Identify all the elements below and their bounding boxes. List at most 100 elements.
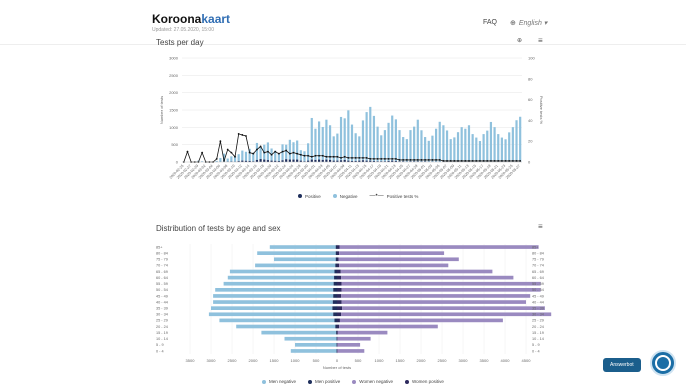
logo[interactable]: Koroonakaart (152, 12, 230, 26)
faq-link[interactable]: FAQ (483, 19, 497, 26)
legend-positive[interactable]: Positive (298, 194, 321, 199)
language-selector[interactable]: ⊕ English ▾ (510, 19, 547, 27)
x-tick-label: 3000 (459, 358, 469, 363)
positive-pct-point (428, 159, 430, 161)
negative-bar (493, 127, 495, 162)
answerbot-button[interactable]: Answerbot (603, 358, 641, 372)
positive-pct-point (326, 156, 328, 158)
age-label-right: 65 - 69 (532, 270, 544, 274)
positive-pct-point (406, 159, 408, 161)
positive-pct-point (318, 155, 320, 157)
positive-pct-point (340, 157, 342, 159)
positive-pct-point (439, 159, 441, 161)
y-tick-label: 1000 (169, 125, 179, 130)
positive-bar (256, 160, 258, 162)
positive-pct-point (461, 160, 463, 162)
negative-bar (241, 151, 243, 161)
positive-pct-point (263, 152, 265, 154)
age-label-right: 75 - 79 (532, 258, 544, 262)
positive-pct-point (187, 151, 189, 153)
chart-menu-icon[interactable]: ≡ (538, 222, 543, 231)
negative-bar (292, 142, 294, 159)
chat-icon (655, 355, 671, 371)
positive-pct-point (256, 149, 258, 151)
positive-bar (340, 160, 342, 162)
women-negative-bar (337, 337, 370, 341)
men-positive-dot-icon (308, 380, 312, 384)
men-negative-bar (236, 325, 335, 329)
men-positive-bar (333, 312, 337, 316)
negative-bar (406, 139, 408, 162)
positive-pct-point (464, 160, 466, 162)
positive-pct-point (230, 152, 232, 154)
age-label-right: 80 - 84 (532, 252, 544, 256)
positive-bar (292, 160, 294, 162)
y-tick-label: 2500 (169, 73, 179, 78)
women-positive-bar (337, 276, 341, 280)
positive-pct-point (501, 160, 503, 162)
positive-pct-point (238, 133, 240, 135)
negative-bar (260, 147, 262, 159)
positive-pct-point (432, 159, 434, 161)
positive-pct-point (227, 149, 229, 151)
negative-bar (318, 121, 320, 159)
age-label-left: 10 - 14 (156, 337, 168, 341)
positive-pct-point (304, 155, 306, 157)
legend-positive-pct[interactable]: —•— Positive tests % (370, 193, 419, 199)
legend-men-positive[interactable]: Men positive (308, 379, 340, 384)
age-label-right: 10 - 14 (532, 337, 544, 341)
positive-pct-point (355, 157, 357, 159)
age-chart-title: Distribution of tests by age and sex (156, 224, 281, 233)
women-positive-bar (337, 251, 339, 255)
positive-bar (263, 160, 265, 162)
updated-timestamp: Updated: 27.05.2020, 15:00 (152, 27, 214, 33)
negative-bar (475, 138, 477, 162)
negative-bar (461, 127, 463, 162)
negative-bar (409, 130, 411, 161)
negative-bar (325, 120, 327, 160)
legend-men-negative[interactable]: Men negative (262, 379, 296, 384)
y-tick-label: 0 (176, 160, 179, 165)
chart-menu-icon[interactable]: ≡ (538, 36, 543, 45)
positive-pct-point (271, 154, 273, 156)
positive-bar (325, 160, 327, 162)
positive-bar (314, 160, 316, 162)
chat-launcher-button[interactable] (650, 350, 676, 376)
legend-negative[interactable]: Negative (333, 194, 358, 199)
y2-tick-label: 40 (528, 118, 533, 123)
negative-bar (366, 112, 368, 161)
x-tick-label: 3000 (207, 358, 217, 363)
legend-women-negative[interactable]: Women negative (352, 379, 393, 384)
positive-pct-point (347, 157, 349, 159)
men-negative-bar (261, 331, 336, 335)
men-positive-bar (335, 264, 337, 268)
positive-pct-point (311, 156, 313, 158)
positive-pct-point (508, 160, 510, 162)
women-negative-bar (341, 270, 493, 274)
positive-pct-point (475, 160, 477, 162)
age-label-right: 25 - 29 (532, 319, 544, 323)
legend-label: Women negative (359, 379, 393, 384)
y2-tick-label: 100 (528, 56, 535, 61)
positive-pct-point (453, 160, 455, 162)
men-negative-bar (295, 343, 337, 347)
y2-tick-label: 20 (528, 139, 533, 144)
negative-bar (453, 137, 455, 161)
positive-bar (362, 160, 364, 162)
zoom-icon[interactable]: ⊕ (517, 37, 522, 44)
x-tick-label: 2500 (438, 358, 448, 363)
legend-women-positive[interactable]: Women positive (405, 379, 444, 384)
negative-bar (387, 123, 389, 161)
men-positive-bar (334, 282, 337, 286)
age-label-left: 85+ (156, 245, 163, 249)
men-negative-bar (215, 288, 333, 292)
age-label-right: 20 - 24 (532, 325, 544, 329)
age-label-left: 80 - 84 (156, 252, 168, 256)
positive-pct-point (373, 158, 375, 160)
women-negative-bar (342, 288, 541, 292)
negative-bar (398, 130, 400, 161)
age-label-right: 5 - 9 (532, 343, 540, 347)
globe-icon: ⊕ (510, 20, 516, 27)
negative-bar (417, 120, 419, 162)
negative-bar (329, 125, 331, 160)
